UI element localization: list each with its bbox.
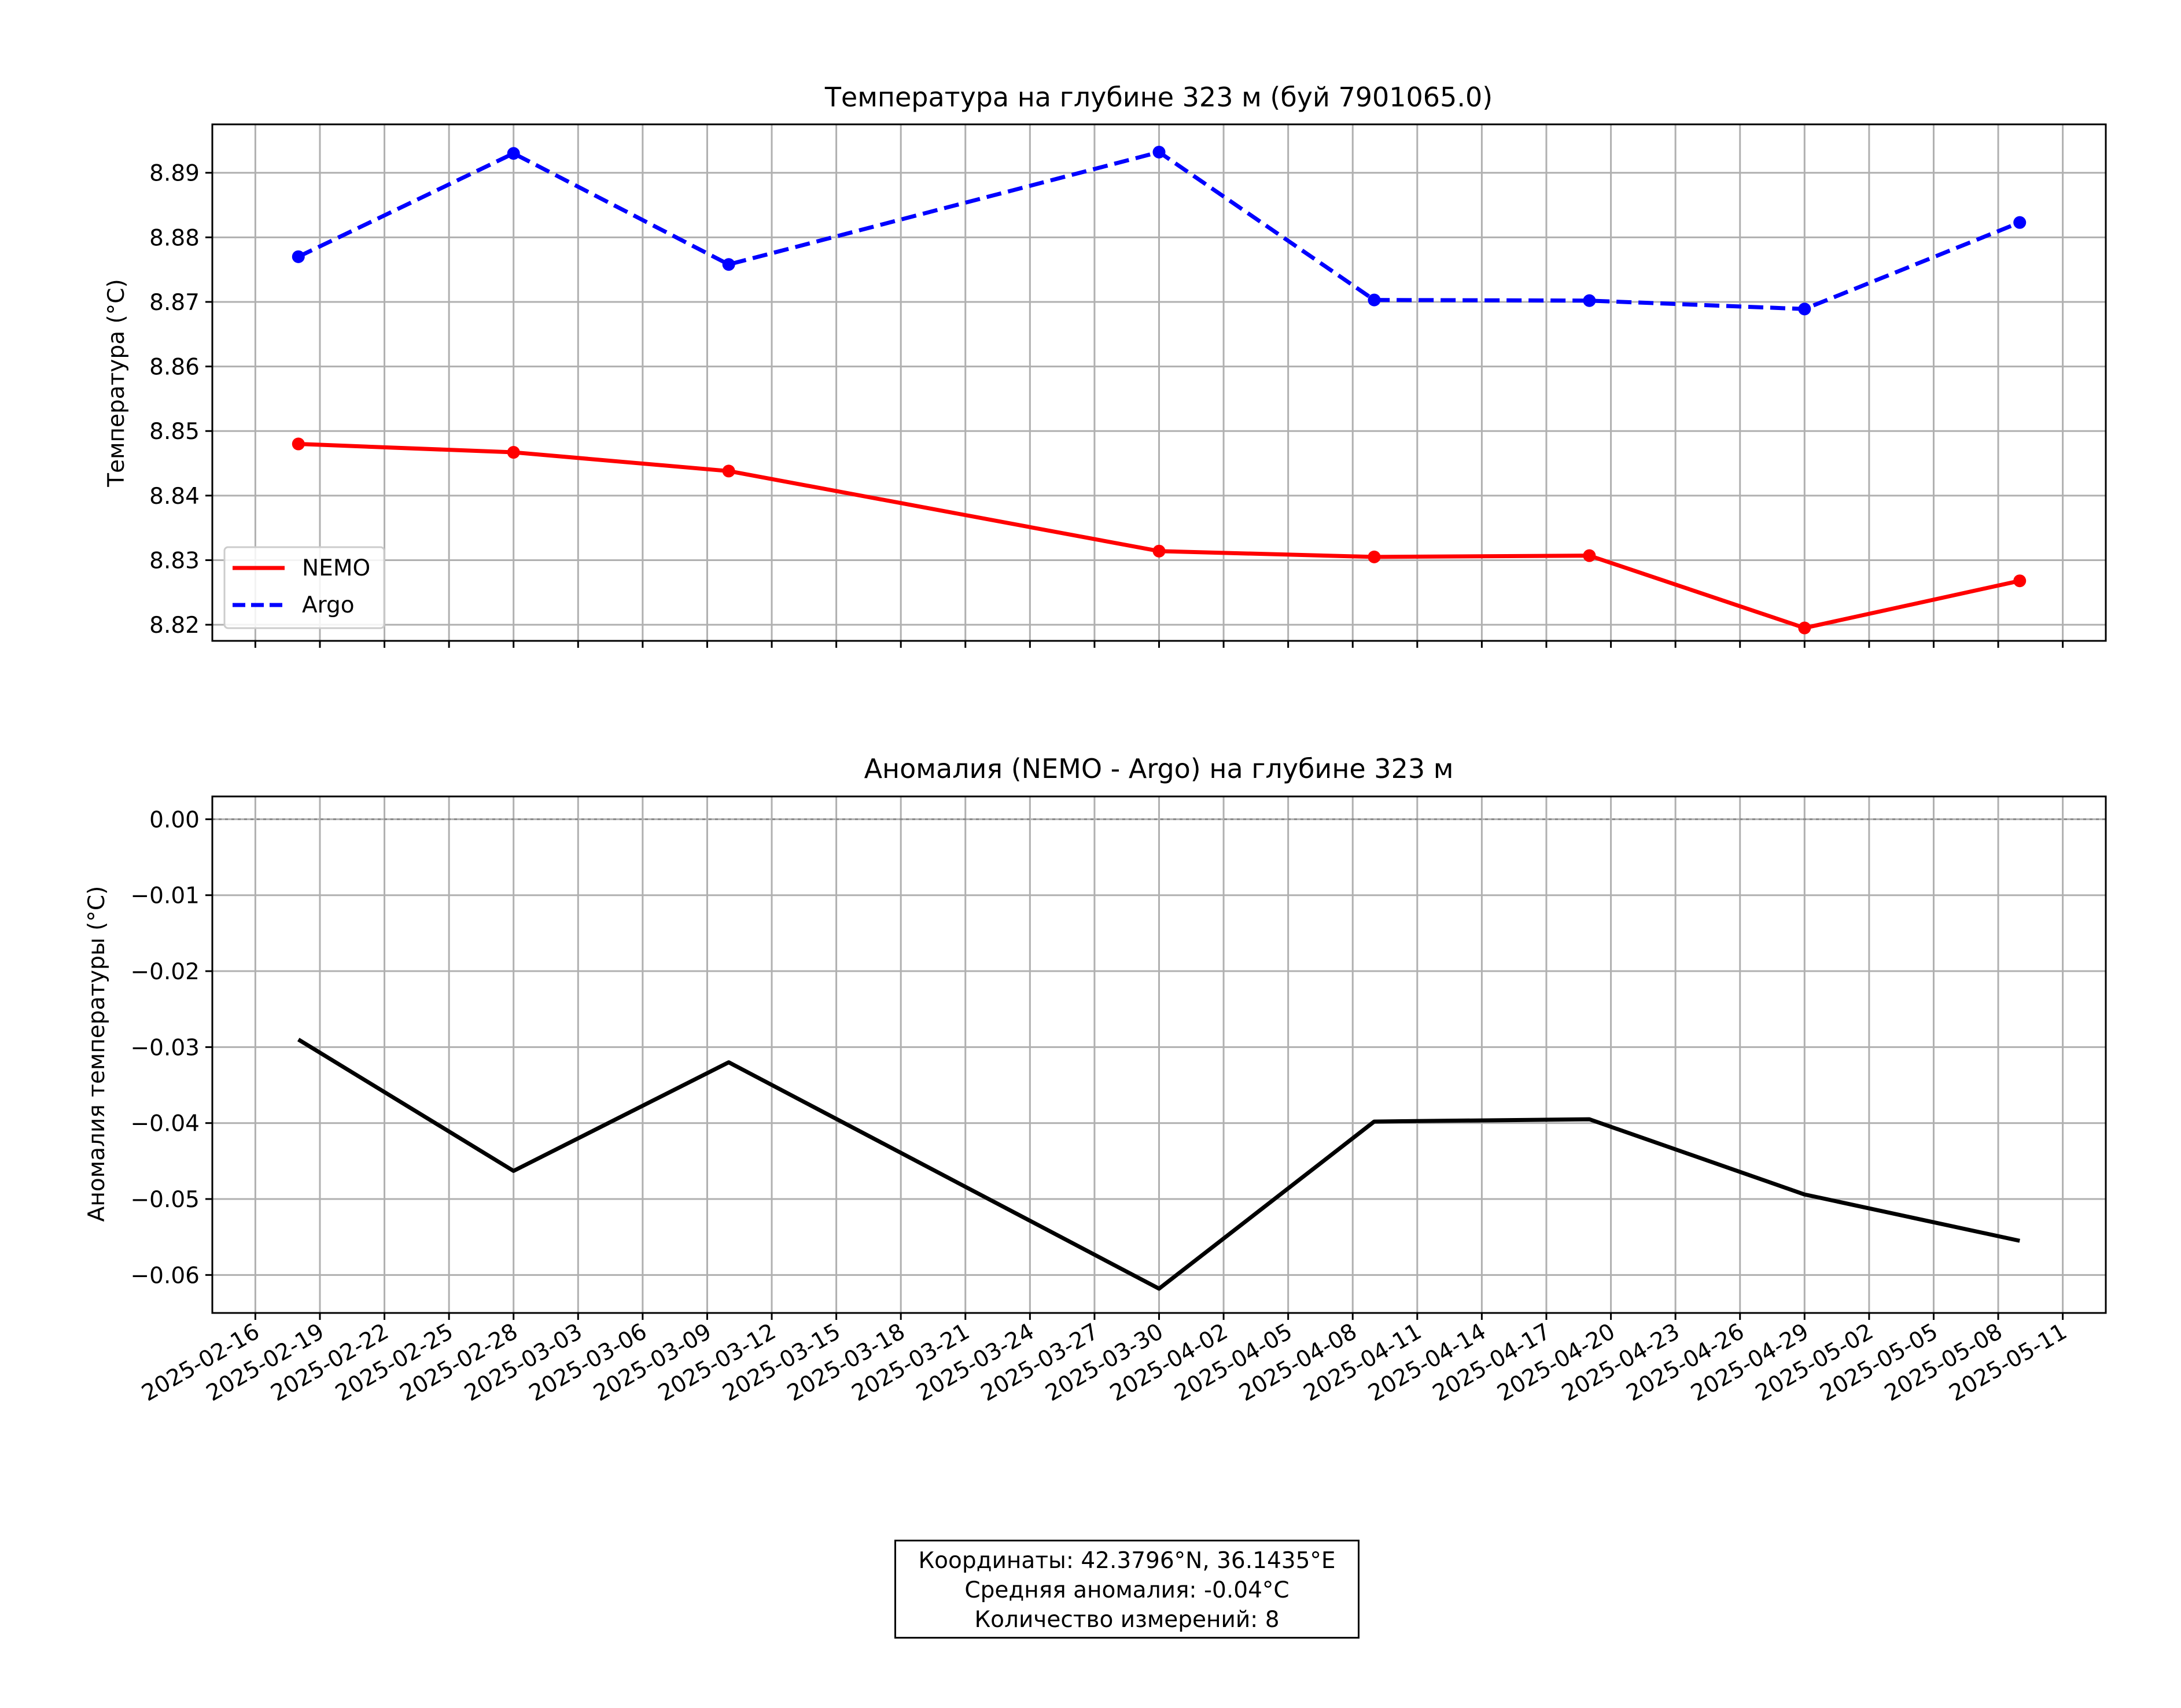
temperature-ylabel: Температура (°C) [104, 279, 130, 487]
y-tick-label: −0.06 [130, 1263, 200, 1289]
y-tick-label: 8.82 [149, 613, 200, 639]
argo-point [507, 147, 520, 160]
y-tick-label: 8.88 [149, 225, 200, 251]
anomaly-line [297, 1038, 2020, 1291]
y-tick-label: 8.89 [149, 161, 200, 187]
nemo-point [2013, 574, 2027, 588]
argo-point [1583, 294, 1596, 307]
temperature-title: Температура на глубине 323 м (буй 790106… [824, 82, 1493, 113]
temperature-lines [292, 145, 2027, 634]
nemo-point [292, 437, 305, 451]
argo-line [297, 150, 2021, 311]
y-tick-label: 0.00 [149, 807, 200, 833]
argo-point [722, 258, 735, 271]
anomaly-grid [212, 796, 2106, 1313]
y-tick-label: 8.85 [149, 419, 200, 445]
temperature-panel: 8.82 8.83 8.84 8.85 8.86 8.87 8.88 8.89 Темпера… [104, 82, 2107, 648]
anomaly-lines [212, 818, 2106, 1291]
nemo-point [1583, 549, 1596, 562]
nemo-line [298, 442, 2020, 630]
temperature-ticks: 8.82 8.83 8.84 8.85 8.86 8.87 8.88 8.89 [149, 161, 2064, 648]
nemo-point [1152, 544, 1166, 558]
y-tick-label: −0.05 [130, 1187, 200, 1213]
y-tick-label: −0.04 [130, 1111, 200, 1137]
argo-point [2013, 216, 2027, 229]
y-tick-label: −0.03 [130, 1035, 200, 1061]
info-box: Координаты: 42.3796°N, 36.1435°E Средняя… [894, 1540, 1360, 1639]
y-tick-label: 8.86 [149, 355, 200, 381]
y-tick-label: 8.84 [149, 484, 200, 510]
legend: NEMO Argo [223, 546, 385, 629]
anomaly-title: Аномалия (NEMO - Argo) на глубине 323 м [864, 753, 1454, 784]
argo-point [1798, 303, 1811, 316]
nemo-point [1368, 550, 1381, 563]
mean-anomaly-text: Средняя аномалия: -0.04°C [964, 1577, 1290, 1603]
y-tick-label: 8.87 [149, 290, 200, 316]
measurement-count-text: Количество измерений: 8 [974, 1607, 1280, 1633]
anomaly-ylabel: Аномалия температуры (°C) [84, 886, 110, 1222]
legend-argo-label: Argo [302, 592, 355, 618]
nemo-point [507, 446, 520, 459]
legend-nemo-label: NEMO [302, 555, 370, 581]
nemo-point [722, 464, 735, 478]
y-tick-label: 8.83 [149, 548, 200, 574]
nemo-point [1798, 621, 1811, 634]
anomaly-panel: 2025-02-162025-02-192025-02-222025-02-25… [84, 753, 2107, 1407]
argo-point [1152, 145, 1166, 158]
y-tick-label: −0.01 [130, 883, 200, 909]
argo-point [292, 250, 305, 263]
argo-point [1368, 293, 1381, 307]
coordinates-text: Координаты: 42.3796°N, 36.1435°E [918, 1548, 1336, 1574]
y-tick-label: −0.02 [130, 959, 200, 985]
